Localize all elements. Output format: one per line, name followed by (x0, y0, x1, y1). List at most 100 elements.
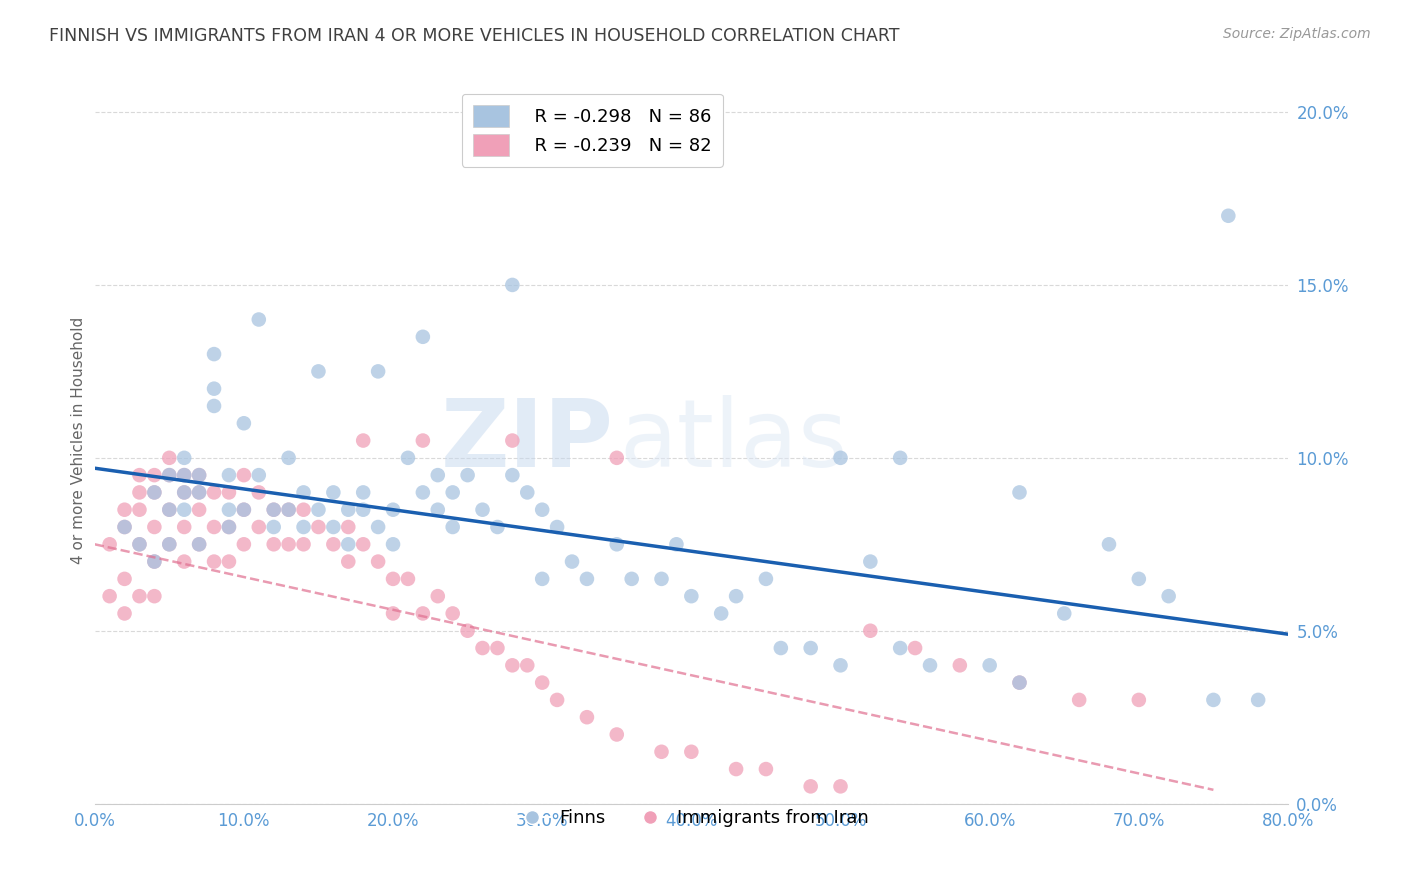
Point (157, 502, 180, 516)
Point (949, 658, 972, 673)
Point (232, 417, 254, 431)
Point (352, 537, 374, 551)
Point (292, 520, 315, 534)
Point (114, 502, 136, 516)
Point (1247, 693, 1270, 707)
Point (830, 780, 852, 794)
Point (769, 640, 792, 655)
Point (1098, 537, 1121, 551)
Point (307, 502, 329, 516)
Point (143, 468, 166, 483)
Text: FINNISH VS IMMIGRANTS FROM IRAN 4 OR MORE VEHICLES IN HOUSEHOLD CORRELATION CHAR: FINNISH VS IMMIGRANTS FROM IRAN 4 OR MOR… (49, 27, 900, 45)
Point (755, 762, 778, 776)
Point (665, 537, 688, 551)
Point (352, 434, 374, 448)
Point (188, 537, 211, 551)
Point (143, 485, 166, 500)
Point (889, 450, 911, 465)
Point (918, 658, 941, 673)
Point (337, 537, 360, 551)
Point (128, 537, 150, 551)
Point (157, 537, 180, 551)
Point (1128, 693, 1150, 707)
Point (367, 555, 389, 569)
Point (202, 382, 225, 396)
Point (575, 572, 598, 586)
Point (1218, 209, 1240, 223)
Point (441, 520, 464, 534)
Point (277, 502, 299, 516)
Point (98, 537, 121, 551)
Point (128, 485, 150, 500)
Text: Source: ZipAtlas.com: Source: ZipAtlas.com (1223, 27, 1371, 41)
Point (157, 468, 180, 483)
Point (396, 572, 419, 586)
Point (173, 468, 195, 483)
Point (277, 537, 299, 551)
Point (188, 468, 211, 483)
Point (173, 450, 195, 465)
Point (322, 520, 344, 534)
Point (173, 485, 195, 500)
Point (650, 745, 672, 759)
Point (1053, 607, 1076, 621)
Point (263, 537, 285, 551)
Point (277, 450, 299, 465)
Point (322, 537, 344, 551)
Point (859, 624, 882, 638)
Point (218, 468, 240, 483)
Point (247, 468, 270, 483)
Point (352, 502, 374, 516)
Point (710, 607, 733, 621)
Point (188, 502, 211, 516)
Point (486, 640, 509, 655)
Point (486, 520, 509, 534)
Point (367, 364, 389, 378)
Point (1202, 693, 1225, 707)
Point (546, 520, 568, 534)
Point (128, 589, 150, 603)
Point (247, 520, 270, 534)
Point (218, 520, 240, 534)
Point (232, 502, 254, 516)
Point (531, 675, 554, 690)
Point (247, 312, 270, 326)
Point (681, 745, 703, 759)
Point (382, 572, 405, 586)
Point (725, 762, 748, 776)
Point (218, 485, 240, 500)
Point (367, 520, 389, 534)
Point (606, 727, 628, 741)
Point (173, 468, 195, 483)
Point (202, 520, 225, 534)
Point (188, 468, 211, 483)
Point (1157, 589, 1180, 603)
Point (800, 780, 823, 794)
Point (277, 502, 299, 516)
Point (188, 485, 211, 500)
Point (830, 658, 852, 673)
Point (114, 520, 136, 534)
Point (501, 468, 523, 483)
Point (143, 555, 166, 569)
Point (531, 502, 554, 516)
Point (412, 330, 434, 344)
Point (382, 607, 405, 621)
Point (531, 572, 554, 586)
Point (501, 277, 523, 292)
Point (173, 555, 195, 569)
Point (307, 520, 329, 534)
Text: atlas: atlas (620, 394, 848, 486)
Point (173, 485, 195, 500)
Point (247, 485, 270, 500)
Point (904, 640, 927, 655)
Point (1008, 485, 1031, 500)
Point (202, 347, 225, 361)
Point (606, 450, 628, 465)
Point (650, 572, 672, 586)
Point (114, 520, 136, 534)
Point (337, 502, 360, 516)
Point (292, 537, 315, 551)
Point (396, 450, 419, 465)
Point (457, 624, 479, 638)
